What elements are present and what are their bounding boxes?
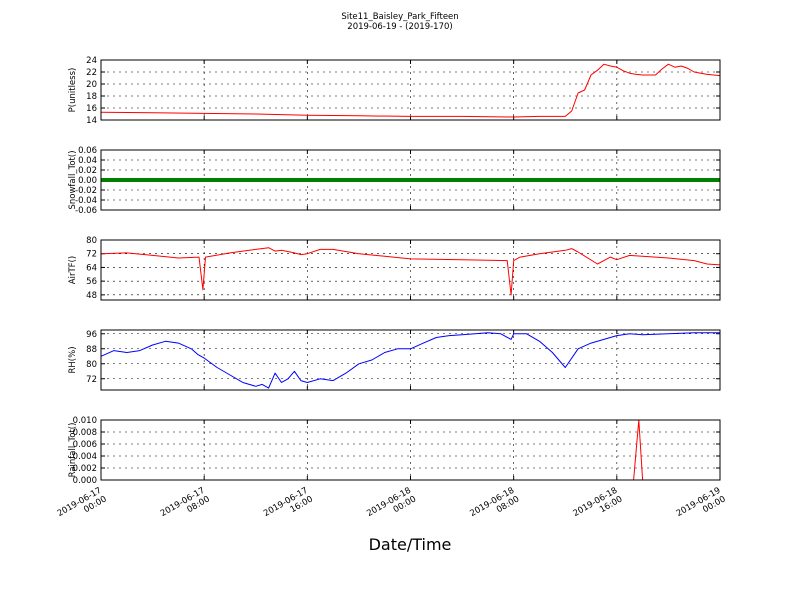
series-line: [100, 63, 721, 118]
y-tick-label: 56: [86, 277, 97, 287]
y-tick-label: 72: [86, 375, 97, 385]
figure-title-line2: 2019-06-19 - (2019-170): [347, 22, 452, 32]
y-tick-label: 64: [86, 263, 97, 273]
y-tick-label: 0.004: [73, 452, 97, 462]
y-tick-label: 48: [86, 291, 97, 301]
y-axis-label: P(unitless): [68, 68, 78, 113]
panel-5: 0.000 0.002 0.004 0.006 0.008 0.010Rainfall_T…: [68, 416, 721, 486]
panels: 141618202224P(unitless)-0.06-0.04-0.020.…: [68, 56, 721, 486]
y-tick-label: 24: [86, 56, 97, 66]
y-tick-label: 0.02: [78, 166, 97, 176]
y-axis-label: AirTF(): [68, 256, 78, 284]
y-tick-label: -0.02: [75, 186, 97, 196]
y-tick-label: 0.010: [73, 416, 97, 426]
y-tick-label: 14: [86, 116, 97, 126]
panel-2: -0.06-0.04-0.020.000.020.040.06Snowfall_…: [68, 146, 721, 216]
y-tick-label: 80: [86, 236, 97, 246]
y-tick-label: -0.04: [75, 196, 97, 206]
plot-frame: [100, 329, 721, 391]
y-tick-label: 0.06: [78, 146, 97, 156]
y-tick-label: 96: [86, 330, 97, 340]
y-tick-label: 22: [86, 68, 97, 78]
panel-3: 48 56 64 72 80 AirTF(): [68, 236, 721, 301]
panel-4: 72 80 88 96 RH(%): [68, 329, 721, 391]
y-tick-label: 80: [86, 360, 97, 370]
y-tick-label: 16: [86, 104, 97, 114]
y-tick-label: 72: [86, 250, 97, 260]
series-line: [100, 247, 721, 296]
panel-1: 14 16 18 20 22 24 P(unitless): [68, 56, 721, 126]
y-tick-label: 0.000: [73, 476, 97, 486]
plot-frame: [100, 59, 721, 121]
y-tick-label: 18: [86, 92, 97, 102]
x-axis-title: Date/Time: [369, 535, 452, 554]
plot-frame: [100, 149, 721, 211]
y-tick-label: -0.06: [75, 206, 97, 216]
y-axis-label: RH(%): [68, 346, 78, 373]
y-axis-label: Rainfall_Tot(): [68, 423, 78, 478]
y-tick-label: 0.00: [78, 176, 97, 186]
y-tick-label: 0.006: [73, 440, 97, 450]
plot-frame: [100, 239, 721, 301]
plot-frame: [100, 419, 721, 481]
y-tick-label: 0.008: [73, 428, 97, 438]
y-axis-label: Snowfall_Tot(): [68, 150, 78, 209]
series-line: [100, 332, 720, 389]
y-tick-label: 0.002: [73, 464, 97, 474]
y-tick-label: 20: [86, 80, 97, 90]
figure-title-line1: Site11_Baisley_Park_Fifteen: [341, 12, 458, 22]
y-tick-label: 0.04: [78, 156, 97, 166]
y-tick-label: 88: [86, 345, 97, 355]
